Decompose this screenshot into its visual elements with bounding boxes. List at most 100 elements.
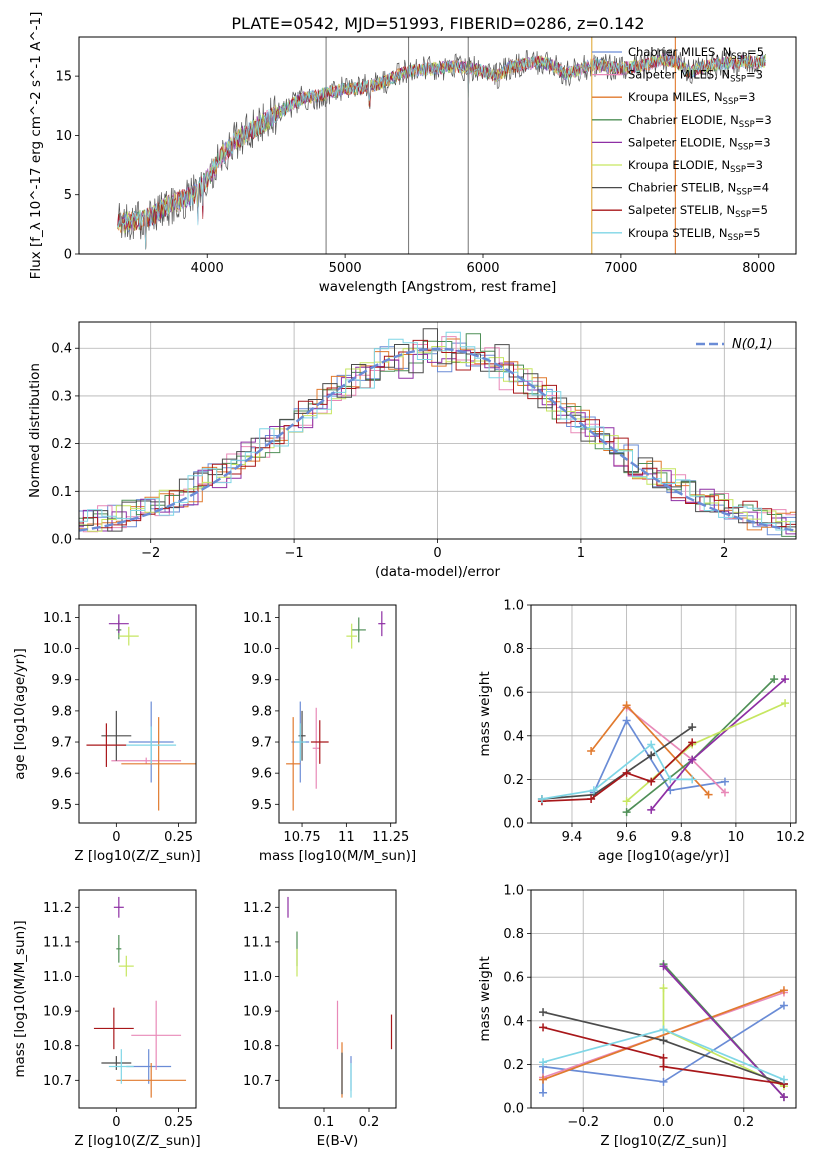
errorbar-point	[346, 623, 357, 649]
errorbar-points	[287, 896, 393, 1098]
spectrum-series-1	[117, 53, 766, 250]
panel-mass_vs_Z: 0 0.25 10.7 10.8 10.9 11.0 11.1 11.2 Z [log10(Z/…	[12, 889, 201, 1149]
weight-marker	[688, 755, 697, 764]
y-tick-label: 11.1	[243, 935, 272, 950]
y-tick-label: 0.0	[503, 1102, 524, 1117]
legend-subscript: SSP	[736, 188, 752, 198]
x-tick-label: −1	[285, 546, 304, 561]
y-tick-label: 1.0	[503, 884, 524, 899]
legend-subscript: SSP	[723, 97, 739, 107]
spectrum-series-4	[117, 53, 766, 250]
weight-marker	[779, 1075, 788, 1084]
legend-nssp: =4	[752, 181, 769, 195]
legend-label: Kroupa MILES, NSSP=3	[628, 90, 755, 107]
x-tick-label: 11	[338, 830, 355, 845]
weight-marker	[537, 795, 546, 804]
x-axis-label: E(B-V)	[317, 1133, 359, 1149]
legend-subscript: SSP	[739, 120, 755, 130]
legend-subscript: SSP	[738, 142, 754, 152]
legend-model-name: Salpeter MILES, N	[628, 68, 730, 82]
histogram-series-8	[79, 331, 796, 531]
y-tick-label: 0.1	[51, 485, 72, 500]
y-tick-label: 10.0	[243, 642, 272, 657]
y-axis-label: mass weight	[477, 671, 493, 756]
axes-frame	[78, 604, 197, 824]
weight-series-7	[542, 1026, 785, 1085]
panel-age_vs_Z: 0 0.25 9.5 9.6 9.7 9.8 9.9 10.0 10.1 Z [log10(Z/Z…	[12, 604, 201, 864]
x-tick-label: 4000	[191, 261, 224, 276]
x-tick-label: 9.4	[562, 830, 583, 845]
panel-spectrum: 4000 5000 6000 7000 8000 0 5 10 15 wavelength [An…	[28, 12, 797, 295]
y-tick-label: 9.9	[251, 673, 272, 688]
legend-subscript: SSP	[728, 233, 744, 243]
legend-label: Chabrier ELODIE, NSSP=3	[628, 113, 772, 130]
legend-nssp: =3	[746, 68, 763, 82]
y-tick-label: 9.9	[51, 673, 72, 688]
y-tick-label: 11.1	[43, 935, 72, 950]
errorbar-point	[93, 1007, 134, 1050]
x-tick-label: 10	[728, 830, 745, 845]
weight-series-2	[542, 989, 785, 1081]
y-tick-label: 9.8	[51, 704, 72, 719]
errorbar-point	[286, 717, 301, 811]
errorbar-point	[351, 617, 366, 643]
x-tick-label: 1	[577, 546, 585, 561]
x-tick-label: 0.25	[164, 1115, 193, 1130]
y-tick-label: 10.7	[43, 1074, 72, 1089]
errorbar-point	[298, 710, 306, 761]
x-tick-label: −0.2	[567, 1115, 599, 1130]
weight-marker	[647, 751, 656, 760]
legend-model-name: Kroupa STELIB, N	[628, 226, 728, 240]
legend-label: Chabrier STELIB, NSSP=4	[628, 181, 769, 198]
errorbar-point	[118, 955, 134, 977]
x-axis-label: Z [log10(Z/Z_sun)]	[600, 1133, 726, 1149]
x-tick-label: 7000	[604, 261, 637, 276]
weight-marker	[779, 1093, 788, 1102]
weight-marker	[622, 716, 631, 725]
legend-label: Chabrier MILES, NSSP=5	[628, 45, 764, 62]
y-tick-label: 0.4	[51, 342, 72, 357]
legend-nssp: =5	[747, 45, 764, 59]
weight-series-5	[626, 702, 786, 802]
weight-lines	[539, 960, 788, 1102]
weight-marker	[622, 808, 631, 817]
y-tick-label: 10	[55, 129, 72, 144]
weight-marker	[539, 1058, 548, 1067]
y-tick-label: 11.2	[243, 901, 272, 916]
axes-frame	[530, 889, 797, 1109]
legend-label: Salpeter STELIB, NSSP=5	[628, 203, 768, 220]
weight-marker	[647, 740, 656, 749]
weight-marker	[622, 768, 631, 777]
x-tick-label: 0	[112, 1115, 120, 1130]
y-tick-label: 15	[55, 70, 72, 85]
spectrum-series-3	[117, 54, 766, 250]
legend-model-name: Chabrier ELODIE, N	[628, 113, 739, 127]
y-tick-label: 0.8	[503, 927, 524, 942]
y-tick-label: 10.8	[43, 1039, 72, 1054]
x-tick-label: 0.0	[653, 1115, 674, 1130]
legend-nssp: =3	[738, 90, 755, 104]
y-tick-label: 0.3	[51, 389, 72, 404]
errorbar-point	[294, 723, 306, 761]
x-tick-label: 11.25	[372, 830, 409, 845]
weight-marker	[539, 1075, 548, 1084]
legend-label: Kroupa ELODIE, NSSP=3	[628, 158, 763, 175]
errorbar-point	[131, 1000, 182, 1070]
y-tick-label: 0.2	[503, 773, 524, 788]
x-axis-label: mass [log10(M/M_sun)]	[259, 848, 416, 864]
errorbar-point	[121, 717, 196, 811]
errorbar-points	[286, 611, 386, 811]
legend-reference-label: N(0,1)	[732, 337, 773, 352]
y-tick-label: 0.2	[503, 1058, 524, 1073]
legend-model-name: Kroupa MILES, N	[628, 90, 723, 104]
x-tick-label: 10.75	[283, 830, 320, 845]
y-tick-label: 10.7	[243, 1074, 272, 1089]
weight-marker	[688, 723, 697, 732]
weight-marker	[647, 777, 656, 786]
weight-marker	[781, 699, 790, 708]
errorbar-point	[310, 720, 329, 764]
legend-label: Salpeter MILES, NSSP=3	[628, 68, 763, 85]
y-tick-label: 10.1	[43, 611, 72, 626]
weight-marker	[647, 805, 656, 814]
weight-marker	[539, 1088, 548, 1097]
